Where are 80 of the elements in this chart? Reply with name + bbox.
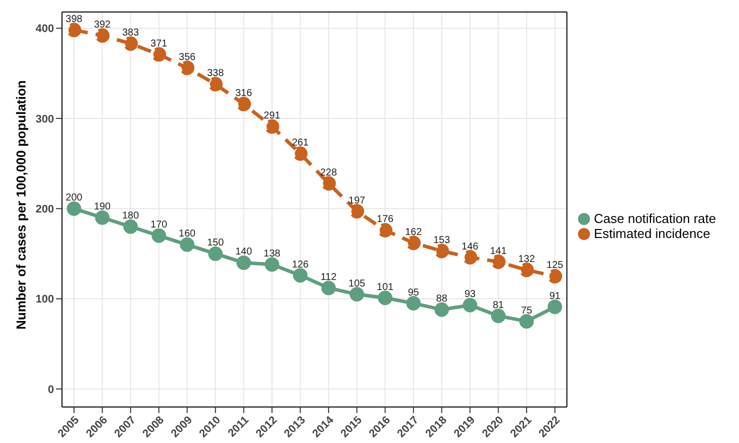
- data-label: 356: [178, 52, 196, 63]
- point: [180, 237, 194, 252]
- point: [180, 60, 194, 76]
- y-axis-title: Number of cases per 100,000 population: [14, 80, 29, 330]
- y-tick-label: 200: [36, 204, 54, 216]
- data-label: 153: [433, 234, 451, 246]
- data-label: 162: [405, 226, 422, 238]
- data-label: 101: [376, 282, 394, 293]
- point: [548, 300, 562, 314]
- point: [378, 290, 392, 306]
- data-label: 197: [348, 195, 366, 206]
- point: [236, 255, 251, 270]
- data-label: 88: [436, 294, 448, 305]
- point: [519, 262, 534, 278]
- data-label: 140: [235, 246, 252, 258]
- data-label: 176: [376, 214, 394, 226]
- point: [434, 302, 449, 317]
- data-label: 95: [408, 287, 420, 298]
- data-label: 392: [94, 19, 112, 30]
- point: [123, 219, 138, 234]
- point: [519, 314, 534, 329]
- point: [350, 204, 364, 219]
- point: [95, 210, 110, 225]
- legend-label: Case notification rate: [594, 210, 716, 226]
- point: [66, 22, 82, 38]
- legend-label: Estimated incidence: [594, 226, 710, 240]
- y-tick-label: 300: [36, 113, 54, 126]
- point: [66, 201, 82, 216]
- point: [293, 146, 308, 161]
- data-label: 141: [490, 246, 508, 257]
- y-tick-label: 100: [36, 294, 54, 306]
- point: [434, 244, 449, 258]
- data-label: 261: [292, 138, 310, 149]
- data-label: 383: [122, 28, 140, 39]
- point: [123, 36, 138, 51]
- data-label: 93: [464, 289, 476, 300]
- y-tick-label: 0: [48, 384, 54, 396]
- data-label: 160: [178, 228, 196, 240]
- point: [378, 222, 392, 238]
- point: [95, 28, 110, 43]
- data-label: 398: [66, 14, 83, 26]
- data-label: 170: [150, 220, 168, 231]
- data-label: 180: [122, 210, 140, 222]
- data-label: 112: [320, 272, 337, 283]
- point: [491, 254, 506, 270]
- data-label: 125: [546, 260, 564, 272]
- point: [208, 246, 223, 261]
- point: [350, 287, 364, 302]
- y-tick-label: 400: [36, 23, 54, 36]
- point: [152, 47, 166, 62]
- data-label: 138: [264, 248, 281, 260]
- point: [406, 296, 421, 311]
- data-label: 291: [264, 110, 281, 122]
- point: [208, 76, 223, 92]
- data-label: 126: [292, 259, 310, 270]
- point: [548, 268, 562, 284]
- data-label: 190: [94, 202, 112, 213]
- data-label: 81: [492, 300, 504, 311]
- data-label: 75: [521, 305, 533, 316]
- data-label: 338: [207, 68, 224, 80]
- data-label: 200: [66, 192, 83, 204]
- point: [264, 257, 280, 272]
- point: [491, 308, 506, 324]
- data-label: 371: [150, 38, 168, 50]
- data-label: 91: [549, 290, 561, 302]
- point: [236, 96, 251, 112]
- point: [406, 236, 421, 250]
- data-label: 228: [320, 167, 338, 178]
- point: [462, 298, 478, 312]
- point: [462, 250, 478, 265]
- point: [321, 280, 336, 296]
- data-label: 316: [235, 88, 252, 99]
- data-label: 105: [348, 278, 366, 290]
- data-label: 146: [462, 241, 479, 252]
- point: [264, 119, 280, 134]
- data-label: 150: [207, 238, 224, 249]
- point: [293, 268, 308, 283]
- point: [321, 176, 336, 191]
- point: [152, 228, 166, 243]
- data-label: 132: [518, 254, 536, 265]
